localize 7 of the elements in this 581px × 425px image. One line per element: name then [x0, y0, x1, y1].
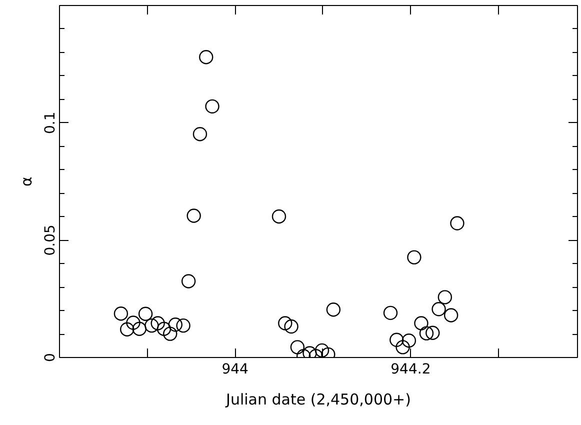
y-tick-label: 0.1 [42, 112, 58, 134]
x-axis-title: Julian date (2,450,000+) [225, 390, 411, 408]
y-tick-label: 0 [42, 353, 58, 362]
x-tick-label: 944.2 [390, 362, 431, 378]
x-tick-label: 944 [222, 362, 249, 378]
y-axis-title: α [18, 176, 36, 186]
y-tick-label: 0.05 [42, 224, 58, 256]
